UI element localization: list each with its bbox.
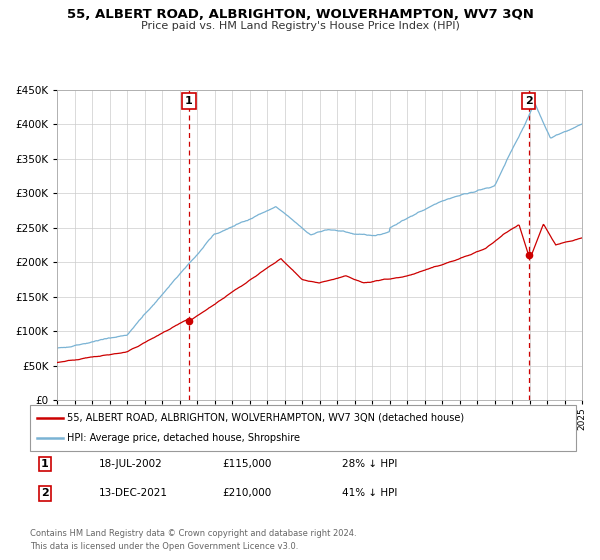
Text: £115,000: £115,000 [222,459,271,469]
Text: £210,000: £210,000 [222,488,271,498]
Text: 13-DEC-2021: 13-DEC-2021 [99,488,168,498]
Text: 2: 2 [525,96,533,106]
Text: Contains HM Land Registry data © Crown copyright and database right 2024.: Contains HM Land Registry data © Crown c… [30,529,356,538]
Text: This data is licensed under the Open Government Licence v3.0.: This data is licensed under the Open Gov… [30,542,298,551]
Text: 1: 1 [185,96,193,106]
Text: 55, ALBERT ROAD, ALBRIGHTON, WOLVERHAMPTON, WV7 3QN (detached house): 55, ALBERT ROAD, ALBRIGHTON, WOLVERHAMPT… [67,413,464,423]
Text: Price paid vs. HM Land Registry's House Price Index (HPI): Price paid vs. HM Land Registry's House … [140,21,460,31]
Text: 2: 2 [41,488,49,498]
Text: 18-JUL-2002: 18-JUL-2002 [99,459,163,469]
Text: 41% ↓ HPI: 41% ↓ HPI [342,488,397,498]
Text: 55, ALBERT ROAD, ALBRIGHTON, WOLVERHAMPTON, WV7 3QN: 55, ALBERT ROAD, ALBRIGHTON, WOLVERHAMPT… [67,8,533,21]
Text: 1: 1 [41,459,49,469]
Text: 28% ↓ HPI: 28% ↓ HPI [342,459,397,469]
Text: HPI: Average price, detached house, Shropshire: HPI: Average price, detached house, Shro… [67,433,300,443]
